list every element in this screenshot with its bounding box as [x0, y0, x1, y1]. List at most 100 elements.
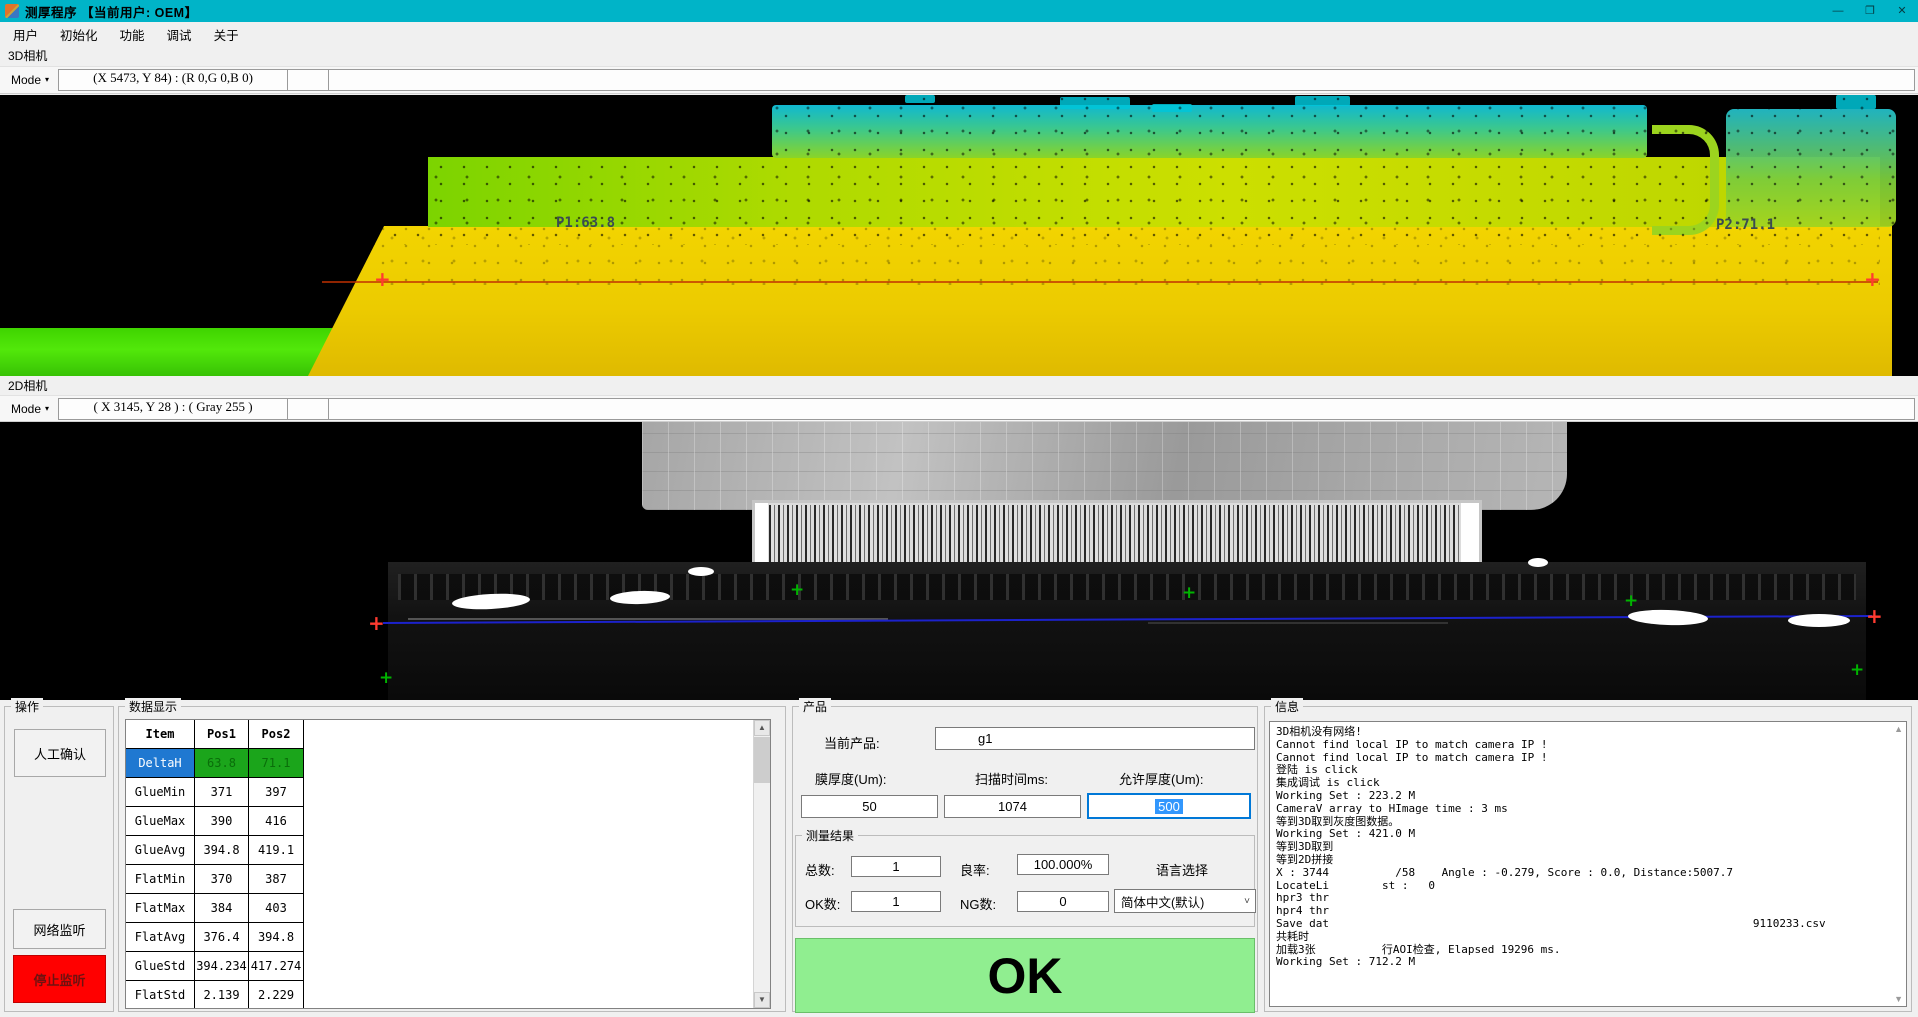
heightmap-yellow-slab — [308, 226, 1892, 376]
data-scrollbar[interactable]: ▲ ▼ — [753, 720, 770, 1008]
menu-item-function[interactable]: 功能 — [119, 29, 145, 43]
log-line: Working Set : 712.2 M — [1276, 955, 1416, 969]
camera2d-status-segment — [328, 397, 1915, 420]
log-line: 共耗时 — [1276, 929, 1309, 943]
table-row[interactable]: FlatStd 2.139 2.229 — [126, 981, 303, 1008]
operations-title: 操作 — [11, 698, 44, 715]
scroll-down-icon[interactable]: ▼ — [1894, 994, 1903, 1004]
scan-time-field[interactable]: 1074 — [944, 795, 1081, 818]
current-product-field[interactable]: g1 — [935, 727, 1255, 750]
camera2d-pixel-readout: ( X 3145, Y 28 ) : ( Gray 255 ) — [58, 397, 289, 420]
operations-group: 操作 人工确认 网络监听 停止监听 — [4, 698, 114, 1012]
ng-count-field[interactable]: 0 — [1017, 891, 1109, 912]
camera2d-status-segment — [287, 397, 330, 420]
camera3d-mode-dropdown[interactable]: Mode ▾ — [11, 73, 50, 87]
connector-pins — [769, 505, 1465, 571]
camera3d-viewport[interactable]: + + P1:63.8 P2:71.1 — [0, 95, 1918, 376]
language-dropdown[interactable]: 简体中文(默认) ˅ — [1114, 889, 1256, 913]
table-row[interactable]: GlueAvg 394.8 419.1 — [126, 836, 303, 865]
yield-field[interactable]: 100.000% — [1017, 854, 1109, 875]
ng-count-label: NG数: — [960, 897, 997, 912]
camera2d-viewport[interactable]: + + + + + + + — [0, 422, 1918, 700]
menubar: 用户 初始化 功能 调试 关于 — [0, 22, 1918, 47]
yield-label: 良率: — [960, 863, 990, 878]
data-table: Item Pos1 Pos2 DeltaH 63.8 71.1 GlueMin … — [126, 720, 304, 1008]
info-group: 信息 3D相机没有网络! Cannot find local IP to mat… — [1264, 698, 1912, 1012]
table-row-deltah[interactable]: DeltaH 63.8 71.1 — [126, 749, 303, 778]
camera2d-mode-dropdown[interactable]: Mode ▾ — [11, 401, 50, 416]
total-field[interactable]: 1 — [851, 856, 941, 877]
log-line: 集成调试 is click — [1276, 776, 1380, 790]
allow-thickness-field[interactable]: 500 — [1087, 793, 1251, 819]
table-row[interactable]: FlatMin 370 387 — [126, 865, 303, 894]
selected-text: 500 — [1155, 798, 1183, 814]
network-listen-button[interactable]: 网络监听 — [13, 909, 106, 949]
camera2d-section-label: 2D相机 — [0, 377, 1918, 396]
scroll-down-icon[interactable]: ▼ — [754, 992, 770, 1008]
log-line: LocateLi st : 0 — [1276, 878, 1435, 892]
current-product-label: 当前产品: — [824, 736, 880, 751]
close-button[interactable]: ✕ — [1897, 5, 1907, 17]
log-line: CameraV array to HImage time : 3 ms — [1276, 801, 1508, 815]
stop-listen-button[interactable]: 停止监听 — [13, 955, 106, 1003]
manual-confirm-button[interactable]: 人工确认 — [14, 729, 106, 777]
table-row[interactable]: GlueMax 390 416 — [126, 807, 303, 836]
log-line: Cannot find local IP to match camera IP … — [1276, 737, 1548, 751]
scan-time-label: 扫描时间ms: — [975, 772, 1048, 787]
table-row[interactable]: FlatAvg 376.4 394.8 — [126, 923, 303, 952]
marker-cross-red: + — [1866, 604, 1883, 628]
marker-cross-green: + — [1624, 591, 1639, 611]
data-list-area[interactable]: Item Pos1 Pos2 DeltaH 63.8 71.1 GlueMin … — [125, 719, 771, 1009]
table-header-row: Item Pos1 Pos2 — [126, 720, 303, 749]
result-status-box: OK — [795, 938, 1255, 1013]
camera3d-pixel-readout: (X 5473, Y 84) : (R 0,G 0,B 0) — [58, 69, 289, 91]
scroll-up-icon[interactable]: ▲ — [1894, 724, 1903, 734]
scrollbar-thumb[interactable] — [754, 737, 770, 783]
marker-cross-red: + — [368, 611, 385, 635]
log-line: 等到3D取到灰度图数据。 — [1276, 814, 1400, 828]
log-line: hpr3 thr — [1276, 891, 1329, 905]
table-row[interactable]: FlatMax 384 403 — [126, 894, 303, 923]
table-row[interactable]: GlueMin 371 397 — [126, 778, 303, 807]
minimize-button[interactable]: — — [1832, 5, 1844, 17]
ok-count-field[interactable]: 1 — [851, 891, 941, 912]
film-thickness-label: 膜厚度(Um): — [815, 772, 887, 787]
log-line: Working Set : 223.2 M — [1276, 788, 1416, 802]
bottom-panel: 操作 人工确认 网络监听 停止监听 数据显示 Item Pos1 Pos2 De… — [0, 698, 1918, 1017]
log-line: 加载3张 行AOI检查, Elapsed 19296 ms. — [1276, 942, 1561, 956]
titlebar: 测厚程序 【当前用户: OEM】 — ❐ ✕ — [0, 0, 1918, 22]
camera3d-toolbar: Mode ▾ (X 5473, Y 84) : (R 0,G 0,B 0) — [0, 66, 1918, 94]
table-row[interactable]: GlueStd 394.234 417.274 — [126, 952, 303, 981]
marker-cross-green: + — [790, 580, 805, 600]
marker-cross-green: + — [1850, 660, 1865, 680]
chevron-down-icon: ▾ — [45, 75, 50, 84]
menu-item-init[interactable]: 初始化 — [60, 29, 98, 43]
allow-thickness-label: 允许厚度(Um): — [1119, 772, 1204, 787]
window-title: 测厚程序 【当前用户: OEM】 — [25, 5, 198, 20]
connector-end-cap — [755, 503, 768, 573]
glue-blob — [1788, 614, 1850, 627]
log-line: Working Set : 421.0 M — [1276, 827, 1416, 841]
p2-measurement-label: P2:71.1 — [1716, 217, 1776, 233]
info-log-area[interactable]: 3D相机没有网络! Cannot find local IP to match … — [1269, 721, 1907, 1007]
info-title: 信息 — [1271, 698, 1304, 715]
measure-results-title: 测量结果 — [802, 827, 859, 844]
data-display-title: 数据显示 — [125, 698, 182, 715]
film-thickness-field[interactable]: 50 — [801, 795, 938, 818]
menu-item-about[interactable]: 关于 — [213, 29, 239, 43]
measurement-line — [322, 281, 1878, 283]
scroll-up-icon[interactable]: ▲ — [754, 720, 770, 736]
restore-button[interactable]: ❐ — [1865, 5, 1875, 17]
glue-blob — [1528, 558, 1548, 567]
marker-cross-green: + — [379, 668, 394, 688]
menu-item-debug[interactable]: 调试 — [166, 29, 192, 43]
camera3d-section-label: 3D相机 — [0, 47, 1918, 66]
fixture-base — [388, 562, 1866, 700]
log-line: X : 3744 /58 Angle : -0.279, Score : 0.0… — [1276, 865, 1733, 879]
marker-cross-right: + — [1864, 267, 1881, 291]
product-group: 产品 当前产品: g1 膜厚度(Um): 扫描时间ms: 允许厚度(Um): 5… — [792, 698, 1258, 1013]
menu-item-user[interactable]: 用户 — [13, 29, 39, 43]
log-line: 登陆 is click — [1276, 763, 1358, 777]
data-display-group: 数据显示 Item Pos1 Pos2 DeltaH 63.8 71.1 Glu… — [118, 698, 786, 1012]
